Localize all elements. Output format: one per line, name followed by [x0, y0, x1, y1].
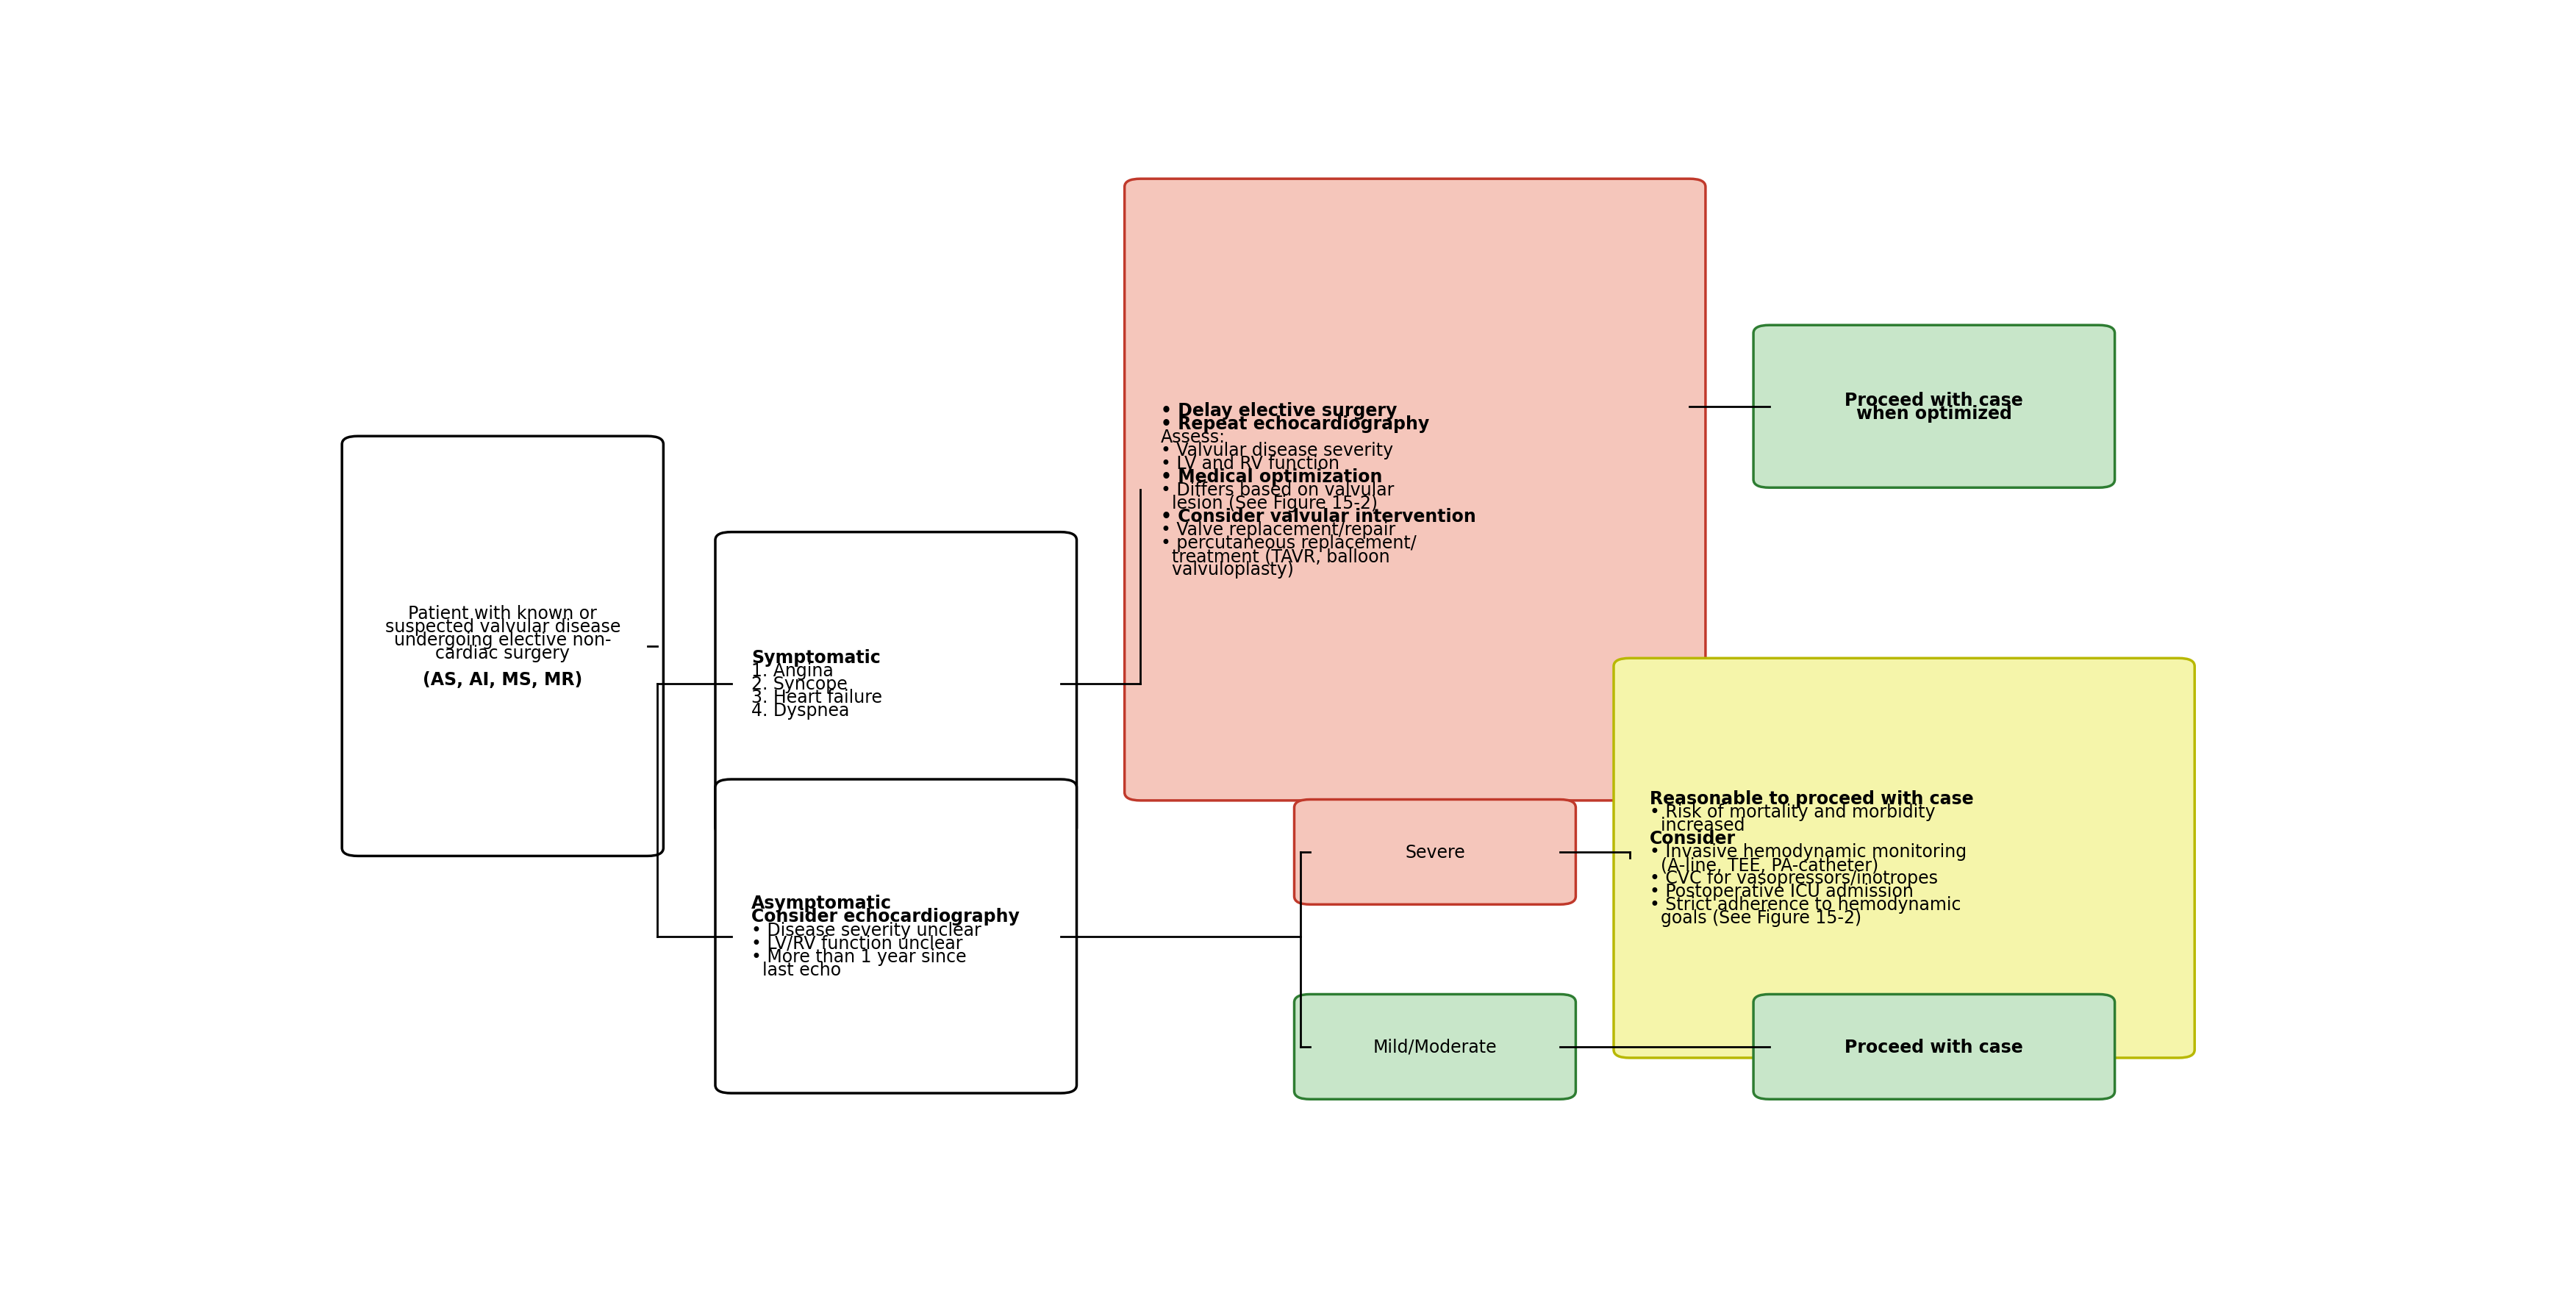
- FancyBboxPatch shape: [1754, 994, 2115, 1099]
- Text: treatment (TAVR, balloon: treatment (TAVR, balloon: [1159, 548, 1388, 565]
- Text: Severe: Severe: [1404, 844, 1466, 861]
- Text: valvuloplasty): valvuloplasty): [1159, 561, 1293, 579]
- Text: Consider echocardiography: Consider echocardiography: [752, 908, 1020, 925]
- Text: Consider: Consider: [1649, 829, 1736, 848]
- Text: • LV/RV function unclear: • LV/RV function unclear: [752, 934, 963, 952]
- Text: 4. Dyspnea: 4. Dyspnea: [752, 702, 850, 719]
- Text: • Medical optimization: • Medical optimization: [1159, 468, 1383, 486]
- FancyBboxPatch shape: [1126, 179, 1705, 800]
- Text: • Postoperative ICU admission: • Postoperative ICU admission: [1649, 883, 1914, 900]
- Text: undergoing elective non-: undergoing elective non-: [394, 631, 611, 648]
- Text: • More than 1 year since: • More than 1 year since: [752, 947, 966, 965]
- FancyBboxPatch shape: [343, 436, 665, 857]
- Text: • Repeat echocardiography: • Repeat echocardiography: [1159, 415, 1430, 432]
- Text: • Disease severity unclear: • Disease severity unclear: [752, 921, 981, 938]
- Text: 1. Angina: 1. Angina: [752, 662, 835, 680]
- Text: • Risk of mortality and morbidity: • Risk of mortality and morbidity: [1649, 803, 1935, 820]
- Text: Assess:: Assess:: [1159, 428, 1226, 445]
- FancyBboxPatch shape: [1613, 659, 2195, 1058]
- Text: Reasonable to proceed with case: Reasonable to proceed with case: [1649, 790, 1973, 807]
- Text: • Differs based on valvular: • Differs based on valvular: [1159, 481, 1394, 499]
- Text: Mild/Moderate: Mild/Moderate: [1373, 1038, 1497, 1056]
- Text: increased: increased: [1649, 816, 1744, 834]
- Text: suspected valvular disease: suspected valvular disease: [384, 618, 621, 635]
- Text: • percutaneous replacement/: • percutaneous replacement/: [1159, 534, 1417, 552]
- Text: 3. Heart failure: 3. Heart failure: [752, 689, 881, 706]
- Text: • Invasive hemodynamic monitoring: • Invasive hemodynamic monitoring: [1649, 842, 1965, 861]
- Text: Patient with known or: Patient with known or: [407, 604, 598, 622]
- FancyBboxPatch shape: [716, 532, 1077, 836]
- FancyBboxPatch shape: [1293, 994, 1577, 1099]
- Text: • Delay elective surgery: • Delay elective surgery: [1159, 402, 1396, 419]
- Text: (AS, AI, MS, MR): (AS, AI, MS, MR): [422, 671, 582, 689]
- Text: • Consider valvular intervention: • Consider valvular intervention: [1159, 508, 1476, 525]
- Text: Asymptomatic: Asymptomatic: [752, 895, 891, 912]
- Text: last echo: last echo: [752, 960, 840, 979]
- Text: when optimized: when optimized: [1857, 405, 2012, 422]
- Text: Proceed with case: Proceed with case: [1844, 392, 2022, 409]
- Text: • LV and RV function: • LV and RV function: [1159, 455, 1340, 473]
- Text: 2. Syncope: 2. Syncope: [752, 676, 848, 693]
- Text: (A-line, TEE, PA-catheter): (A-line, TEE, PA-catheter): [1649, 855, 1878, 874]
- Text: Proceed with case: Proceed with case: [1844, 1038, 2022, 1056]
- Text: goals (See Figure 15-2): goals (See Figure 15-2): [1649, 909, 1862, 926]
- FancyBboxPatch shape: [1293, 799, 1577, 905]
- Text: • Valvular disease severity: • Valvular disease severity: [1159, 441, 1394, 458]
- Text: Symptomatic: Symptomatic: [752, 648, 881, 667]
- Text: • Valve replacement/repair: • Valve replacement/repair: [1159, 521, 1396, 538]
- Text: • CVC for vasopressors/inotropes: • CVC for vasopressors/inotropes: [1649, 870, 1937, 887]
- Text: • Strict adherence to hemodynamic: • Strict adherence to hemodynamic: [1649, 896, 1960, 913]
- FancyBboxPatch shape: [1754, 326, 2115, 489]
- Text: lesion (See Figure 15-2): lesion (See Figure 15-2): [1159, 495, 1378, 512]
- FancyBboxPatch shape: [716, 779, 1077, 1094]
- Text: cardiac surgery: cardiac surgery: [435, 645, 569, 662]
